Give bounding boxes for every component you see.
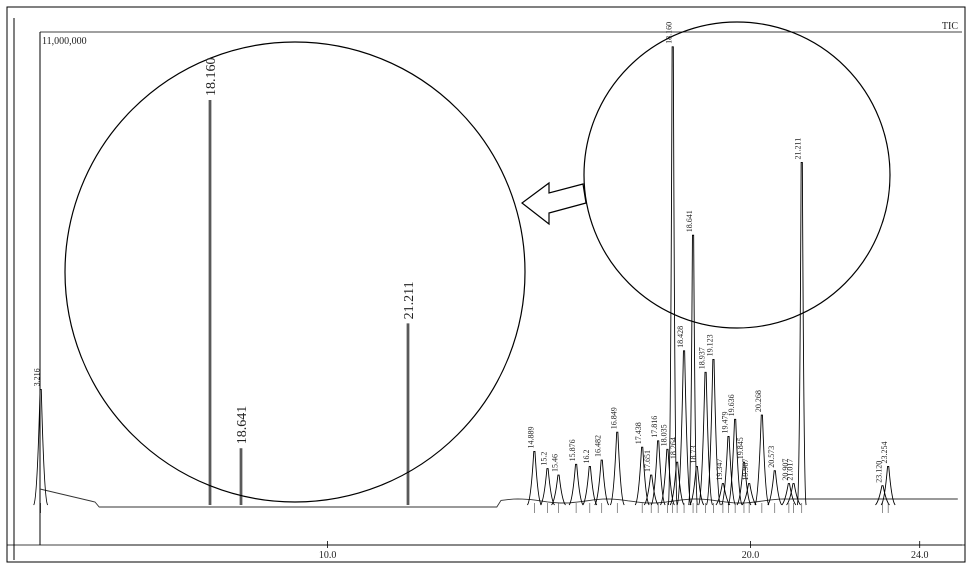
peak-15-46 [551,474,566,506]
inset-peak-label: 18.160 [204,58,219,97]
peak-3-216 [33,388,49,506]
zoom-inset-peaks: 18.160 18.641 21.211 [204,58,417,505]
peak-label: 16.2 [582,449,591,463]
peak-label: 19.967 [741,459,750,481]
peak-label: 17.816 [650,416,659,438]
trace-label: TIC [942,21,958,32]
peak-label: 14.889 [526,426,535,448]
peak-15-876 [568,463,584,506]
peak-19-967 [741,483,757,506]
peak-label: 20.907 [781,459,790,481]
peak-19-347 [715,483,731,506]
peak-18-264 [669,461,685,506]
baseline-path [39,488,958,508]
peak-label: 20.573 [767,446,776,468]
peak-18-937 [698,371,713,506]
peak-label: 18.73 [689,445,698,463]
peak-label: 21.211 [794,138,803,160]
peak-16-849 [609,431,625,506]
peak-label: 23.120 [874,461,883,483]
peak-label: 19.479 [720,411,729,433]
x-tick-label: 24.0 [911,550,929,561]
peak-16-2 [582,466,598,506]
peak-label: 16.482 [594,435,603,457]
peak-label: 17.438 [634,422,643,444]
x-tick-label: 20.0 [742,550,760,561]
peak-18-73 [689,466,705,506]
peak-18-160 [667,46,678,506]
peak-label: 21.017 [786,459,795,481]
peak-19-845 [736,461,752,506]
figure-border [6,6,966,563]
peak-label: 16.849 [609,407,618,429]
peak-21-211 [796,162,807,506]
baseline-trace [39,488,958,508]
peak-label: 18.035 [659,424,668,446]
peak-label: 18.264 [669,437,678,459]
peak-21-017 [786,483,801,506]
peak-label: 18.428 [676,326,685,348]
peak-label: 3.216 [33,368,42,386]
x-axis-ticks: 10.0 20.0 24.0 [90,541,962,561]
peak-label: 15.876 [568,439,577,461]
peak-18-641 [688,234,698,506]
zoom-arrow [521,181,587,226]
peak-23-254 [880,466,896,506]
peak-label: 15.2 [540,452,549,466]
peak-label: 18.937 [698,347,707,369]
y-max-label: 11,000,000 [42,36,87,47]
peak-label: 23.254 [880,441,889,463]
x-tick-label: 10.0 [319,550,337,561]
zoom-inset-circle [64,41,526,503]
peak-label: 17.651 [643,450,652,472]
peak-label: 20.268 [754,390,763,412]
peak-16-482 [594,459,610,506]
peak-19-123 [706,358,721,506]
peak-label: 18.160 [665,22,674,44]
peak-traces [33,46,896,513]
peak-20-573 [767,470,783,506]
inset-peak-label: 18.641 [235,406,250,445]
peak-18-428 [676,350,692,506]
peak-20-268 [754,414,770,506]
inset-peak-label: 21.211 [402,281,417,319]
peak-label: 19.845 [736,437,745,459]
peak-20-907 [781,483,797,506]
peak-label: 19.347 [715,459,724,481]
peak-19-479 [721,436,736,506]
peak-label: 19.636 [727,394,736,416]
peak-label: 15.46 [551,454,560,472]
peak-14-889 [526,451,542,506]
peak-23-120 [875,485,890,506]
zoom-source-circle [583,21,891,329]
peak-label: 19.123 [705,334,714,356]
peak-17-651 [643,474,659,506]
peak-15-2 [540,468,555,506]
peak-label: 18.641 [685,210,694,232]
peak-labels: 3.216 14.889 15.2 15.46 15.876 16.2 16.482 16.8… [33,22,889,483]
